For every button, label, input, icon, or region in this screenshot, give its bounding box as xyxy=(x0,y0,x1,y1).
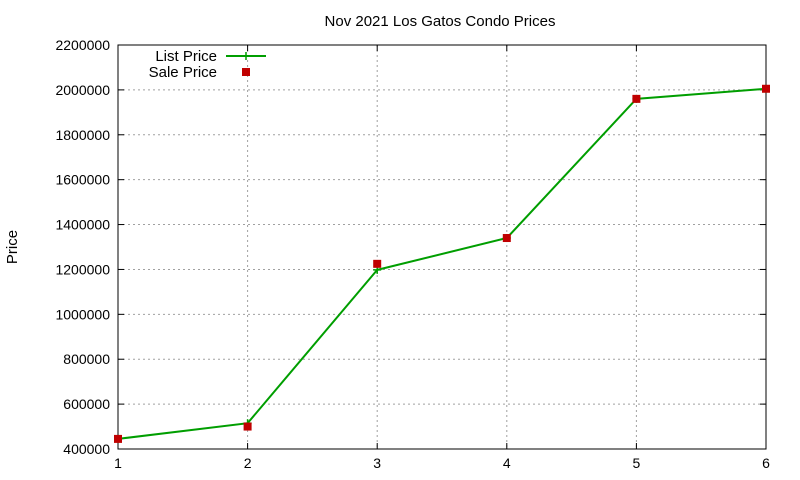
y-tick-label: 1800000 xyxy=(55,127,110,143)
sale-price-point xyxy=(243,422,252,431)
chart-title: Nov 2021 Los Gatos Condo Prices xyxy=(325,13,556,30)
y-tick-label: 800000 xyxy=(63,351,110,367)
series-layer xyxy=(114,84,770,443)
grid-lines xyxy=(118,45,766,449)
x-tick-label: 4 xyxy=(503,455,511,471)
y-tick-label: 1600000 xyxy=(55,172,110,188)
x-tick-label: 2 xyxy=(244,455,252,471)
axis-ticks: 1 2 3 4 5 6 400000 600000 800000 1000000 1200000 14… xyxy=(55,37,770,471)
sale-price-point xyxy=(114,434,122,443)
y-tick-label: 600000 xyxy=(63,396,110,412)
y-tick-label: 1400000 xyxy=(55,217,110,233)
sale-price-point xyxy=(762,84,770,93)
y-axis-label: Price xyxy=(4,230,21,264)
x-tick-label: 5 xyxy=(633,455,641,471)
y-tick-label: 400000 xyxy=(63,441,110,457)
x-tick-label: 1 xyxy=(114,455,122,471)
legend-label-sale-price: Sale Price xyxy=(149,64,217,81)
y-tick-label: 1000000 xyxy=(55,306,110,322)
x-tick-label: 3 xyxy=(373,455,381,471)
series-line-list-price xyxy=(117,87,767,440)
plot-frame xyxy=(117,44,767,450)
sale-price-point xyxy=(373,259,382,268)
sale-price-point xyxy=(502,234,511,243)
y-tick-label: 2200000 xyxy=(55,37,110,53)
x-tick-label: 6 xyxy=(762,455,770,471)
y-tick-label: 1200000 xyxy=(55,261,110,277)
legend-swatch-sale-price xyxy=(242,68,250,76)
y-tick-label: 2000000 xyxy=(55,82,110,98)
legend-label-list-price: List Price xyxy=(155,48,217,65)
sale-price-point xyxy=(632,94,641,103)
